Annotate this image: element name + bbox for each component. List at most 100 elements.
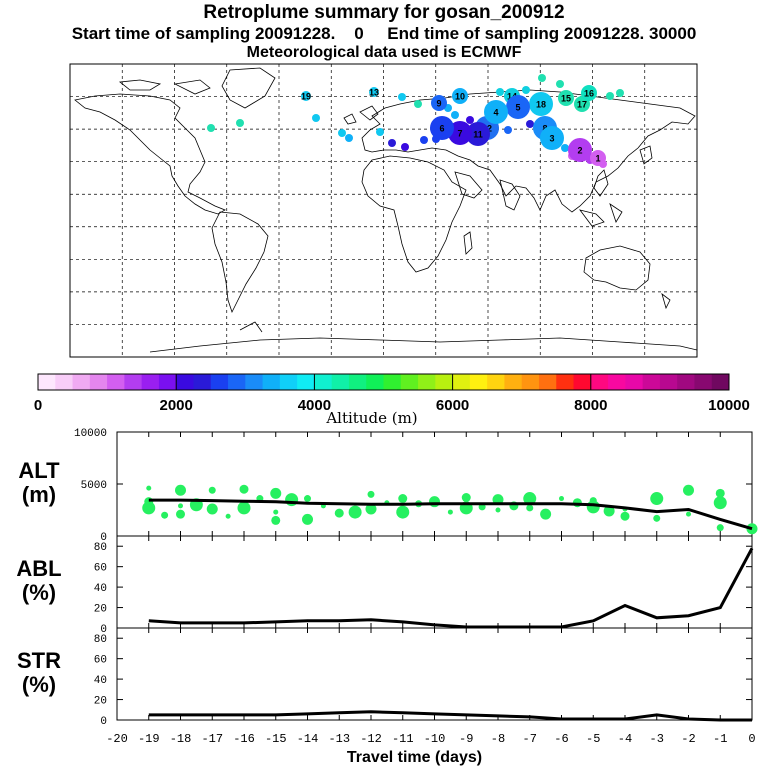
plume-marker: 2 bbox=[568, 138, 592, 162]
alt-point bbox=[396, 505, 410, 519]
met-data-note: Meteorological data used is ECMWF bbox=[246, 44, 522, 61]
alt-point bbox=[348, 505, 362, 519]
alt-point bbox=[716, 524, 724, 532]
colorbar-swatch bbox=[141, 374, 160, 390]
plume-marker: 6 bbox=[430, 116, 454, 140]
plume-marker: 9 bbox=[431, 95, 447, 111]
alt-point bbox=[208, 486, 216, 494]
alt-point bbox=[146, 485, 152, 491]
x-tick-label: -6 bbox=[554, 732, 568, 746]
x-tick-label: -12 bbox=[360, 732, 382, 746]
plume-marker-circle bbox=[431, 95, 447, 111]
alt-point bbox=[523, 492, 537, 506]
x-tick-label: -19 bbox=[138, 732, 160, 746]
plume-dot bbox=[376, 128, 384, 136]
plume-dot bbox=[466, 116, 474, 124]
colorbar-tick-label: 10000 bbox=[708, 397, 750, 414]
plume-dot bbox=[504, 126, 512, 134]
alt-point bbox=[239, 484, 249, 494]
panel-ylabel: (%) bbox=[22, 580, 56, 605]
colorbar-tick-label: 6000 bbox=[436, 397, 469, 414]
colorbar-swatch bbox=[487, 374, 505, 390]
alt-point bbox=[683, 484, 694, 496]
plume-marker-circle bbox=[301, 91, 311, 101]
x-tick-label: -17 bbox=[201, 732, 223, 746]
x-tick-label: -10 bbox=[424, 732, 446, 746]
plume-marker-label: 14 bbox=[507, 92, 517, 102]
colorbar-swatch bbox=[331, 374, 350, 390]
panel-ylabel: (m) bbox=[22, 482, 56, 507]
plume-marker-label: 13 bbox=[369, 88, 379, 98]
alt-point bbox=[270, 487, 282, 499]
plume-marker: 4 bbox=[484, 100, 508, 124]
time-series-panels: 0500010000ALT(m)020406080ABL(%)020406080… bbox=[16, 428, 758, 766]
y-tick-label: 40 bbox=[94, 583, 107, 595]
plume-marker-label: 17 bbox=[577, 100, 587, 110]
x-tick-label: -4 bbox=[618, 732, 632, 746]
alt-point bbox=[429, 496, 440, 508]
plume-marker: 10 bbox=[452, 88, 468, 104]
plume-marker-circle bbox=[529, 92, 553, 116]
plume-marker-label: 18 bbox=[536, 100, 546, 110]
y-tick-label: 60 bbox=[94, 563, 107, 575]
plume-marker-circle bbox=[369, 87, 379, 97]
colorbar-swatch bbox=[452, 374, 471, 390]
plume-dot bbox=[606, 92, 614, 100]
plume-marker-circle bbox=[506, 95, 530, 119]
plume-dot bbox=[556, 80, 564, 88]
plume-marker-label: 7 bbox=[457, 129, 462, 139]
plume-marker-circle bbox=[448, 121, 472, 145]
x-tick-label: -11 bbox=[392, 732, 414, 746]
colorbar-swatch bbox=[193, 374, 212, 390]
alt-point bbox=[161, 511, 169, 519]
x-tick-label: -15 bbox=[265, 732, 287, 746]
series-line bbox=[148, 710, 752, 722]
alt-point bbox=[271, 515, 281, 525]
alt-point bbox=[302, 513, 313, 525]
alt-point bbox=[142, 501, 156, 515]
panel-ylabel: ABL bbox=[16, 556, 61, 581]
plume-marker: 19 bbox=[301, 91, 311, 102]
plume-marker-circle bbox=[430, 116, 454, 140]
plume-markers: 19181716151413121110987654321 bbox=[207, 74, 624, 168]
colorbar-tick-label: 0 bbox=[34, 397, 42, 414]
alt-point bbox=[447, 509, 453, 515]
colorbar-swatch bbox=[72, 374, 91, 390]
y-tick-label: 0 bbox=[100, 716, 107, 728]
plume-dot bbox=[496, 88, 504, 96]
plume-marker-circle bbox=[558, 90, 574, 106]
alt-point bbox=[653, 514, 661, 522]
alt-point bbox=[589, 497, 597, 505]
plume-marker-label: 11 bbox=[473, 130, 483, 140]
panel-frame bbox=[116, 627, 753, 721]
panel-ylabel: STR bbox=[17, 648, 61, 673]
colorbar-swatch bbox=[538, 374, 557, 390]
y-tick-label: 60 bbox=[94, 655, 107, 667]
y-tick-label: 20 bbox=[94, 604, 107, 616]
colorbar-swatch bbox=[694, 374, 713, 390]
plume-marker-circle bbox=[452, 88, 468, 104]
alt-point bbox=[559, 496, 564, 502]
colorbar-swatch bbox=[176, 374, 194, 390]
plume-marker-label: 15 bbox=[561, 94, 571, 104]
x-tick-label: -7 bbox=[523, 732, 537, 746]
plume-marker-label: 16 bbox=[584, 89, 594, 99]
plume-dot bbox=[312, 114, 320, 122]
colorbar-tick-label: 2000 bbox=[160, 397, 193, 414]
colorbar-swatch bbox=[521, 374, 540, 390]
plume-marker-circle bbox=[581, 85, 597, 101]
chart-title: Retroplume summary for gosan_200912 bbox=[203, 2, 565, 23]
panel-frame bbox=[116, 535, 753, 629]
colorbar-swatch bbox=[55, 374, 74, 390]
colorbar-swatch bbox=[348, 374, 367, 390]
colorbar-swatch bbox=[625, 374, 644, 390]
plume-dot bbox=[338, 129, 346, 137]
alt-point bbox=[237, 501, 251, 515]
x-tick-label: -1 bbox=[713, 732, 727, 746]
colorbar-swatch bbox=[366, 374, 384, 390]
y-tick-label: 0 bbox=[100, 624, 107, 636]
y-tick-label: 5000 bbox=[81, 480, 107, 492]
plume-dot bbox=[561, 144, 569, 152]
